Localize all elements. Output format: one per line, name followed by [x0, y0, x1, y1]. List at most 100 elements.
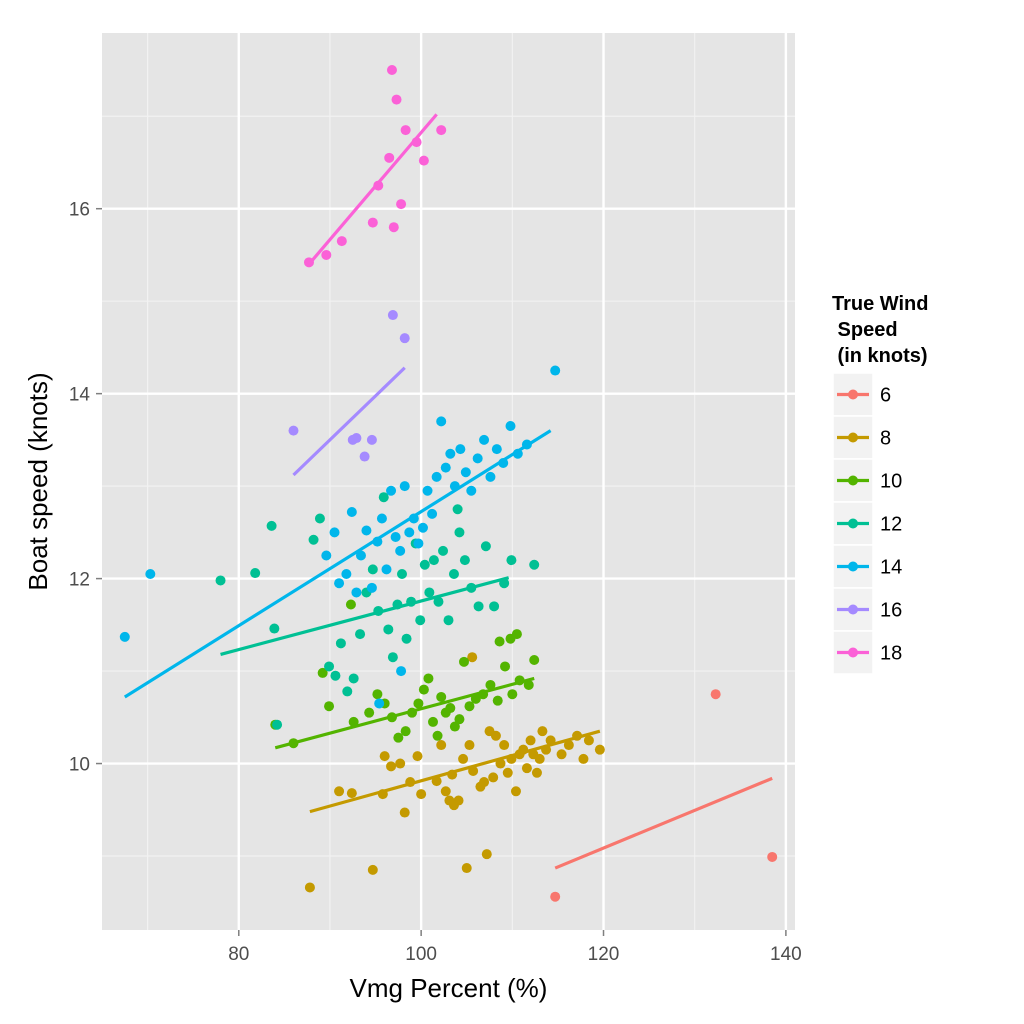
- data-point-6: [710, 689, 721, 700]
- data-point-8: [464, 740, 475, 751]
- data-point-14: [119, 631, 130, 642]
- data-point-18: [321, 249, 332, 260]
- legend-title-line-2: Speed: [832, 319, 898, 341]
- fit-line-16: [292, 366, 406, 477]
- data-point-12: [406, 596, 417, 607]
- data-point-10: [492, 695, 503, 706]
- data-point-12: [480, 541, 491, 552]
- data-point-6: [550, 891, 561, 902]
- minor-gridlines: [102, 33, 795, 930]
- data-point-10: [436, 691, 447, 702]
- data-point-8: [583, 735, 594, 746]
- data-point-8: [521, 763, 532, 774]
- x-axis-title: Vmg Percent (%): [350, 973, 548, 1003]
- data-point-14: [413, 538, 424, 549]
- data-point-12: [215, 575, 226, 586]
- data-point-12: [529, 559, 540, 570]
- data-point-14: [346, 507, 357, 518]
- data-point-8: [525, 735, 536, 746]
- data-point-12: [392, 599, 403, 610]
- data-point-10: [418, 684, 429, 695]
- data-point-12: [499, 578, 510, 589]
- data-point-12: [367, 564, 378, 575]
- data-point-10: [464, 701, 475, 712]
- data-point-8: [447, 769, 458, 780]
- data-point-12: [466, 582, 477, 593]
- data-point-12: [378, 492, 389, 503]
- legend-swatch-point-8: [848, 432, 858, 443]
- data-point-10: [317, 667, 328, 678]
- data-point-8: [541, 744, 552, 755]
- data-point-14: [408, 513, 419, 524]
- fit-line-14: [123, 429, 552, 699]
- data-point-10: [523, 679, 534, 690]
- data-point-8: [334, 786, 345, 797]
- legend-swatch-point-18: [848, 647, 858, 658]
- data-point-14: [399, 481, 410, 492]
- data-point-12: [373, 605, 384, 616]
- data-point-10: [348, 716, 359, 727]
- data-point-8: [379, 751, 390, 762]
- data-point-10: [427, 716, 438, 727]
- data-point-16: [387, 310, 398, 321]
- legend-title-line-3: (in knots): [832, 345, 928, 367]
- data-point-8: [495, 758, 506, 769]
- data-point-10: [432, 730, 443, 741]
- data-point-18: [418, 155, 429, 166]
- data-point-8: [506, 753, 517, 764]
- data-point-12: [330, 670, 341, 681]
- data-point-14: [521, 439, 532, 450]
- data-point-14: [404, 527, 415, 538]
- data-point-12: [387, 652, 398, 663]
- data-point-14: [145, 568, 156, 579]
- data-point-18: [400, 125, 411, 136]
- data-point-8: [518, 744, 529, 755]
- data-point-18: [373, 180, 384, 191]
- data-point-10: [413, 698, 424, 709]
- y-tick-label: 10: [69, 755, 90, 776]
- data-point-18: [336, 236, 347, 247]
- data-point-8: [534, 753, 545, 764]
- data-point-12: [452, 504, 463, 515]
- data-point-10: [511, 629, 522, 640]
- data-point-12: [419, 559, 430, 570]
- legend-swatch-point-16: [848, 604, 858, 615]
- data-point-12: [308, 534, 319, 545]
- data-point-8: [453, 795, 464, 806]
- data-point-8: [440, 786, 451, 797]
- data-point-12: [396, 568, 407, 579]
- data-point-18: [391, 94, 402, 105]
- data-point-8: [481, 849, 492, 860]
- data-point-14: [390, 531, 401, 542]
- data-point-8: [399, 807, 410, 818]
- data-point-12: [438, 545, 449, 556]
- data-point-8: [405, 777, 416, 788]
- data-point-16: [359, 451, 370, 462]
- data-point-18: [396, 199, 407, 210]
- data-point-8: [490, 730, 501, 741]
- data-point-8: [395, 758, 406, 769]
- data-point-14: [491, 444, 502, 455]
- data-point-12: [459, 555, 470, 566]
- data-point-12: [401, 633, 412, 644]
- y-tick-label: 14: [69, 385, 91, 406]
- data-point-14: [386, 485, 397, 496]
- data-point-8: [556, 749, 567, 760]
- data-point-18: [436, 125, 447, 136]
- data-point-12: [266, 520, 277, 531]
- data-points: [119, 64, 778, 902]
- data-point-10: [372, 689, 383, 700]
- axis-ticks: [96, 207, 787, 936]
- data-point-14: [334, 578, 345, 589]
- data-point-12: [355, 629, 366, 640]
- data-point-14: [460, 467, 471, 478]
- data-point-12: [415, 615, 426, 626]
- data-point-12: [335, 638, 346, 649]
- data-point-14: [505, 421, 516, 432]
- legend-label-16: 16: [880, 600, 902, 622]
- data-point-12: [250, 568, 261, 579]
- data-point-10: [445, 703, 456, 714]
- data-point-14: [472, 453, 483, 464]
- data-point-8: [537, 726, 548, 737]
